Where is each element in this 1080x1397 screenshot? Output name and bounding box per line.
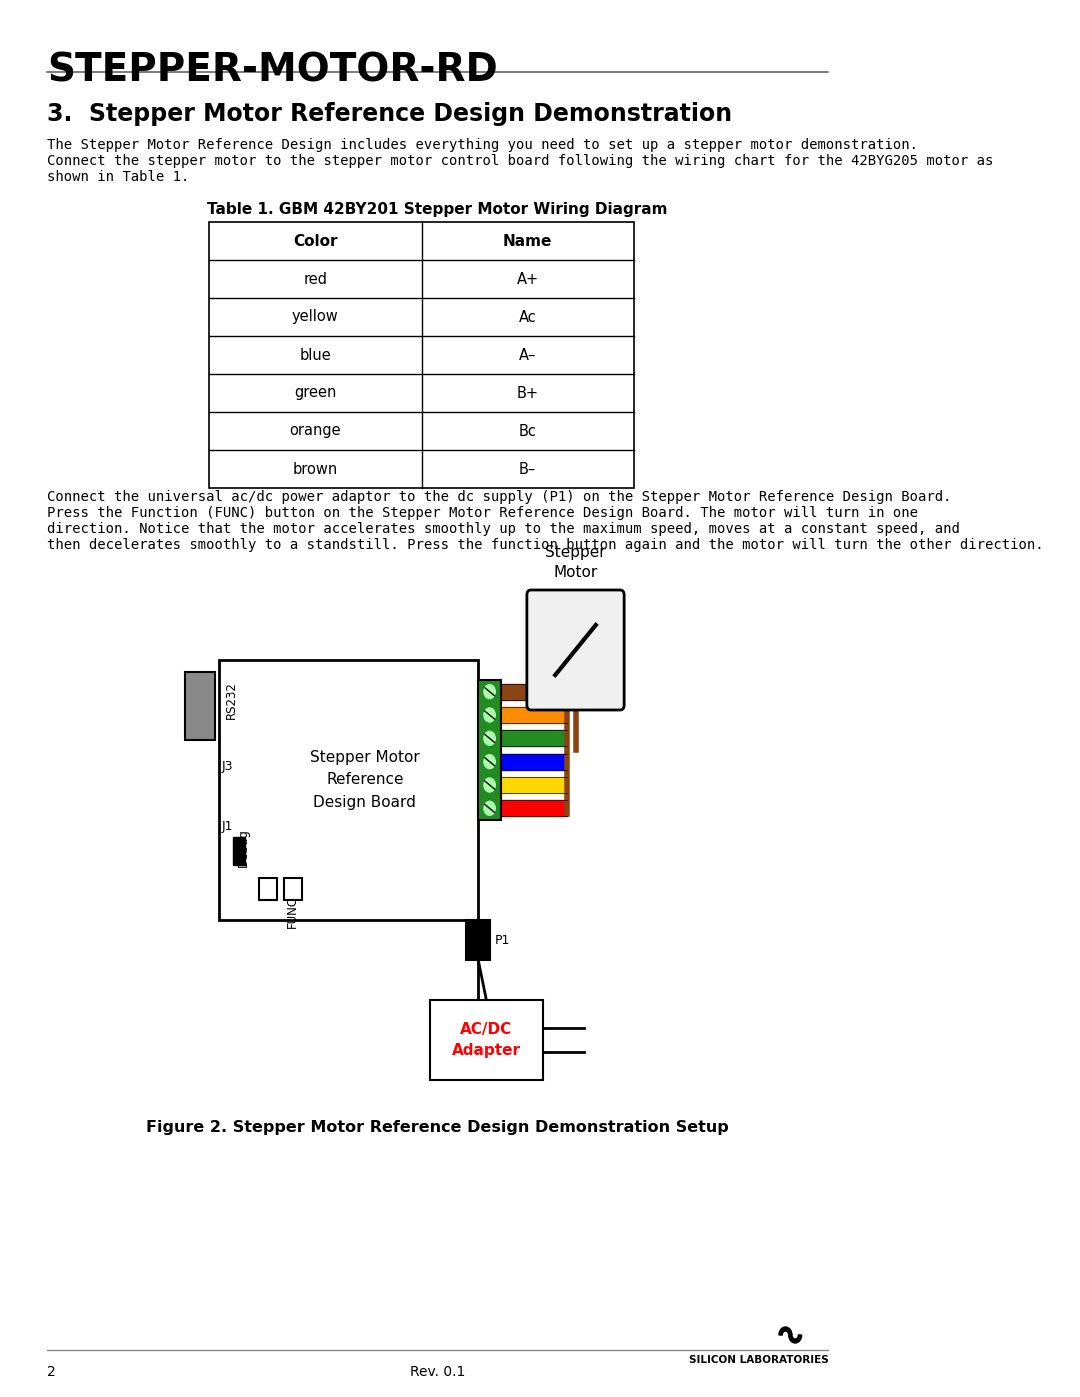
Wedge shape <box>779 1327 792 1336</box>
Text: J3: J3 <box>222 760 233 773</box>
Bar <box>259 877 278 900</box>
Text: 2: 2 <box>48 1365 56 1379</box>
Text: green: green <box>294 386 337 401</box>
Bar <box>467 921 490 960</box>
Text: J1: J1 <box>222 820 233 833</box>
Text: 3.  Stepper Motor Reference Design Demonstration: 3. Stepper Motor Reference Design Demons… <box>48 102 732 126</box>
Text: Name: Name <box>503 233 552 249</box>
Text: Rev. 0.1: Rev. 0.1 <box>410 1365 465 1379</box>
Text: RS232: RS232 <box>226 682 239 719</box>
Text: Table 1. GBM 42BY201 Stepper Motor Wiring Diagram: Table 1. GBM 42BY201 Stepper Motor Wirin… <box>207 203 667 217</box>
Text: A+: A+ <box>516 271 539 286</box>
Circle shape <box>484 708 496 722</box>
Text: Bc: Bc <box>518 423 537 439</box>
Bar <box>478 680 501 820</box>
Text: FUNC: FUNC <box>286 895 299 928</box>
Text: brown: brown <box>293 461 338 476</box>
Circle shape <box>484 754 496 768</box>
Text: SILICON LABORATORIES: SILICON LABORATORIES <box>689 1355 828 1365</box>
Bar <box>284 877 301 900</box>
Bar <box>233 837 245 865</box>
Circle shape <box>484 778 496 792</box>
Bar <box>210 222 634 488</box>
Circle shape <box>484 685 496 698</box>
Text: B–: B– <box>519 461 537 476</box>
Circle shape <box>484 802 496 816</box>
Text: then decelerates smoothly to a standstill. Press the function button again and t: then decelerates smoothly to a standstil… <box>48 538 1043 552</box>
Text: red: red <box>303 271 327 286</box>
Text: Stepper Motor
Reference
Design Board: Stepper Motor Reference Design Board <box>310 750 420 810</box>
Text: A–: A– <box>519 348 537 362</box>
Text: Color: Color <box>293 233 338 249</box>
Text: B+: B+ <box>516 386 539 401</box>
Text: shown in Table 1.: shown in Table 1. <box>48 170 189 184</box>
Text: Debug: Debug <box>237 828 249 868</box>
Circle shape <box>484 732 496 746</box>
FancyBboxPatch shape <box>527 590 624 710</box>
Text: AC/DC
Adapter: AC/DC Adapter <box>451 1023 521 1058</box>
Text: Stepper
Motor: Stepper Motor <box>545 545 606 580</box>
Text: Press the Function (FUNC) button on the Stepper Motor Reference Design Board. Th: Press the Function (FUNC) button on the … <box>48 506 918 520</box>
Text: P1: P1 <box>495 933 510 947</box>
Text: Ac: Ac <box>518 310 537 324</box>
Bar <box>430 1000 543 1080</box>
Bar <box>185 672 215 740</box>
Text: orange: orange <box>289 423 341 439</box>
Text: blue: blue <box>299 348 332 362</box>
Text: direction. Notice that the motor accelerates smoothly up to the maximum speed, m: direction. Notice that the motor acceler… <box>48 522 960 536</box>
Text: Connect the universal ac/dc power adaptor to the dc supply (P1) on the Stepper M: Connect the universal ac/dc power adapto… <box>48 490 951 504</box>
Text: Figure 2. Stepper Motor Reference Design Demonstration Setup: Figure 2. Stepper Motor Reference Design… <box>146 1120 729 1134</box>
Text: yellow: yellow <box>292 310 339 324</box>
Text: Connect the stepper motor to the stepper motor control board following the wirin: Connect the stepper motor to the stepper… <box>48 154 994 168</box>
Text: The Stepper Motor Reference Design includes everything you need to set up a step: The Stepper Motor Reference Design inclu… <box>48 138 918 152</box>
Bar <box>219 659 478 921</box>
Text: STEPPER-MOTOR-RD: STEPPER-MOTOR-RD <box>48 52 498 89</box>
Wedge shape <box>788 1336 801 1343</box>
